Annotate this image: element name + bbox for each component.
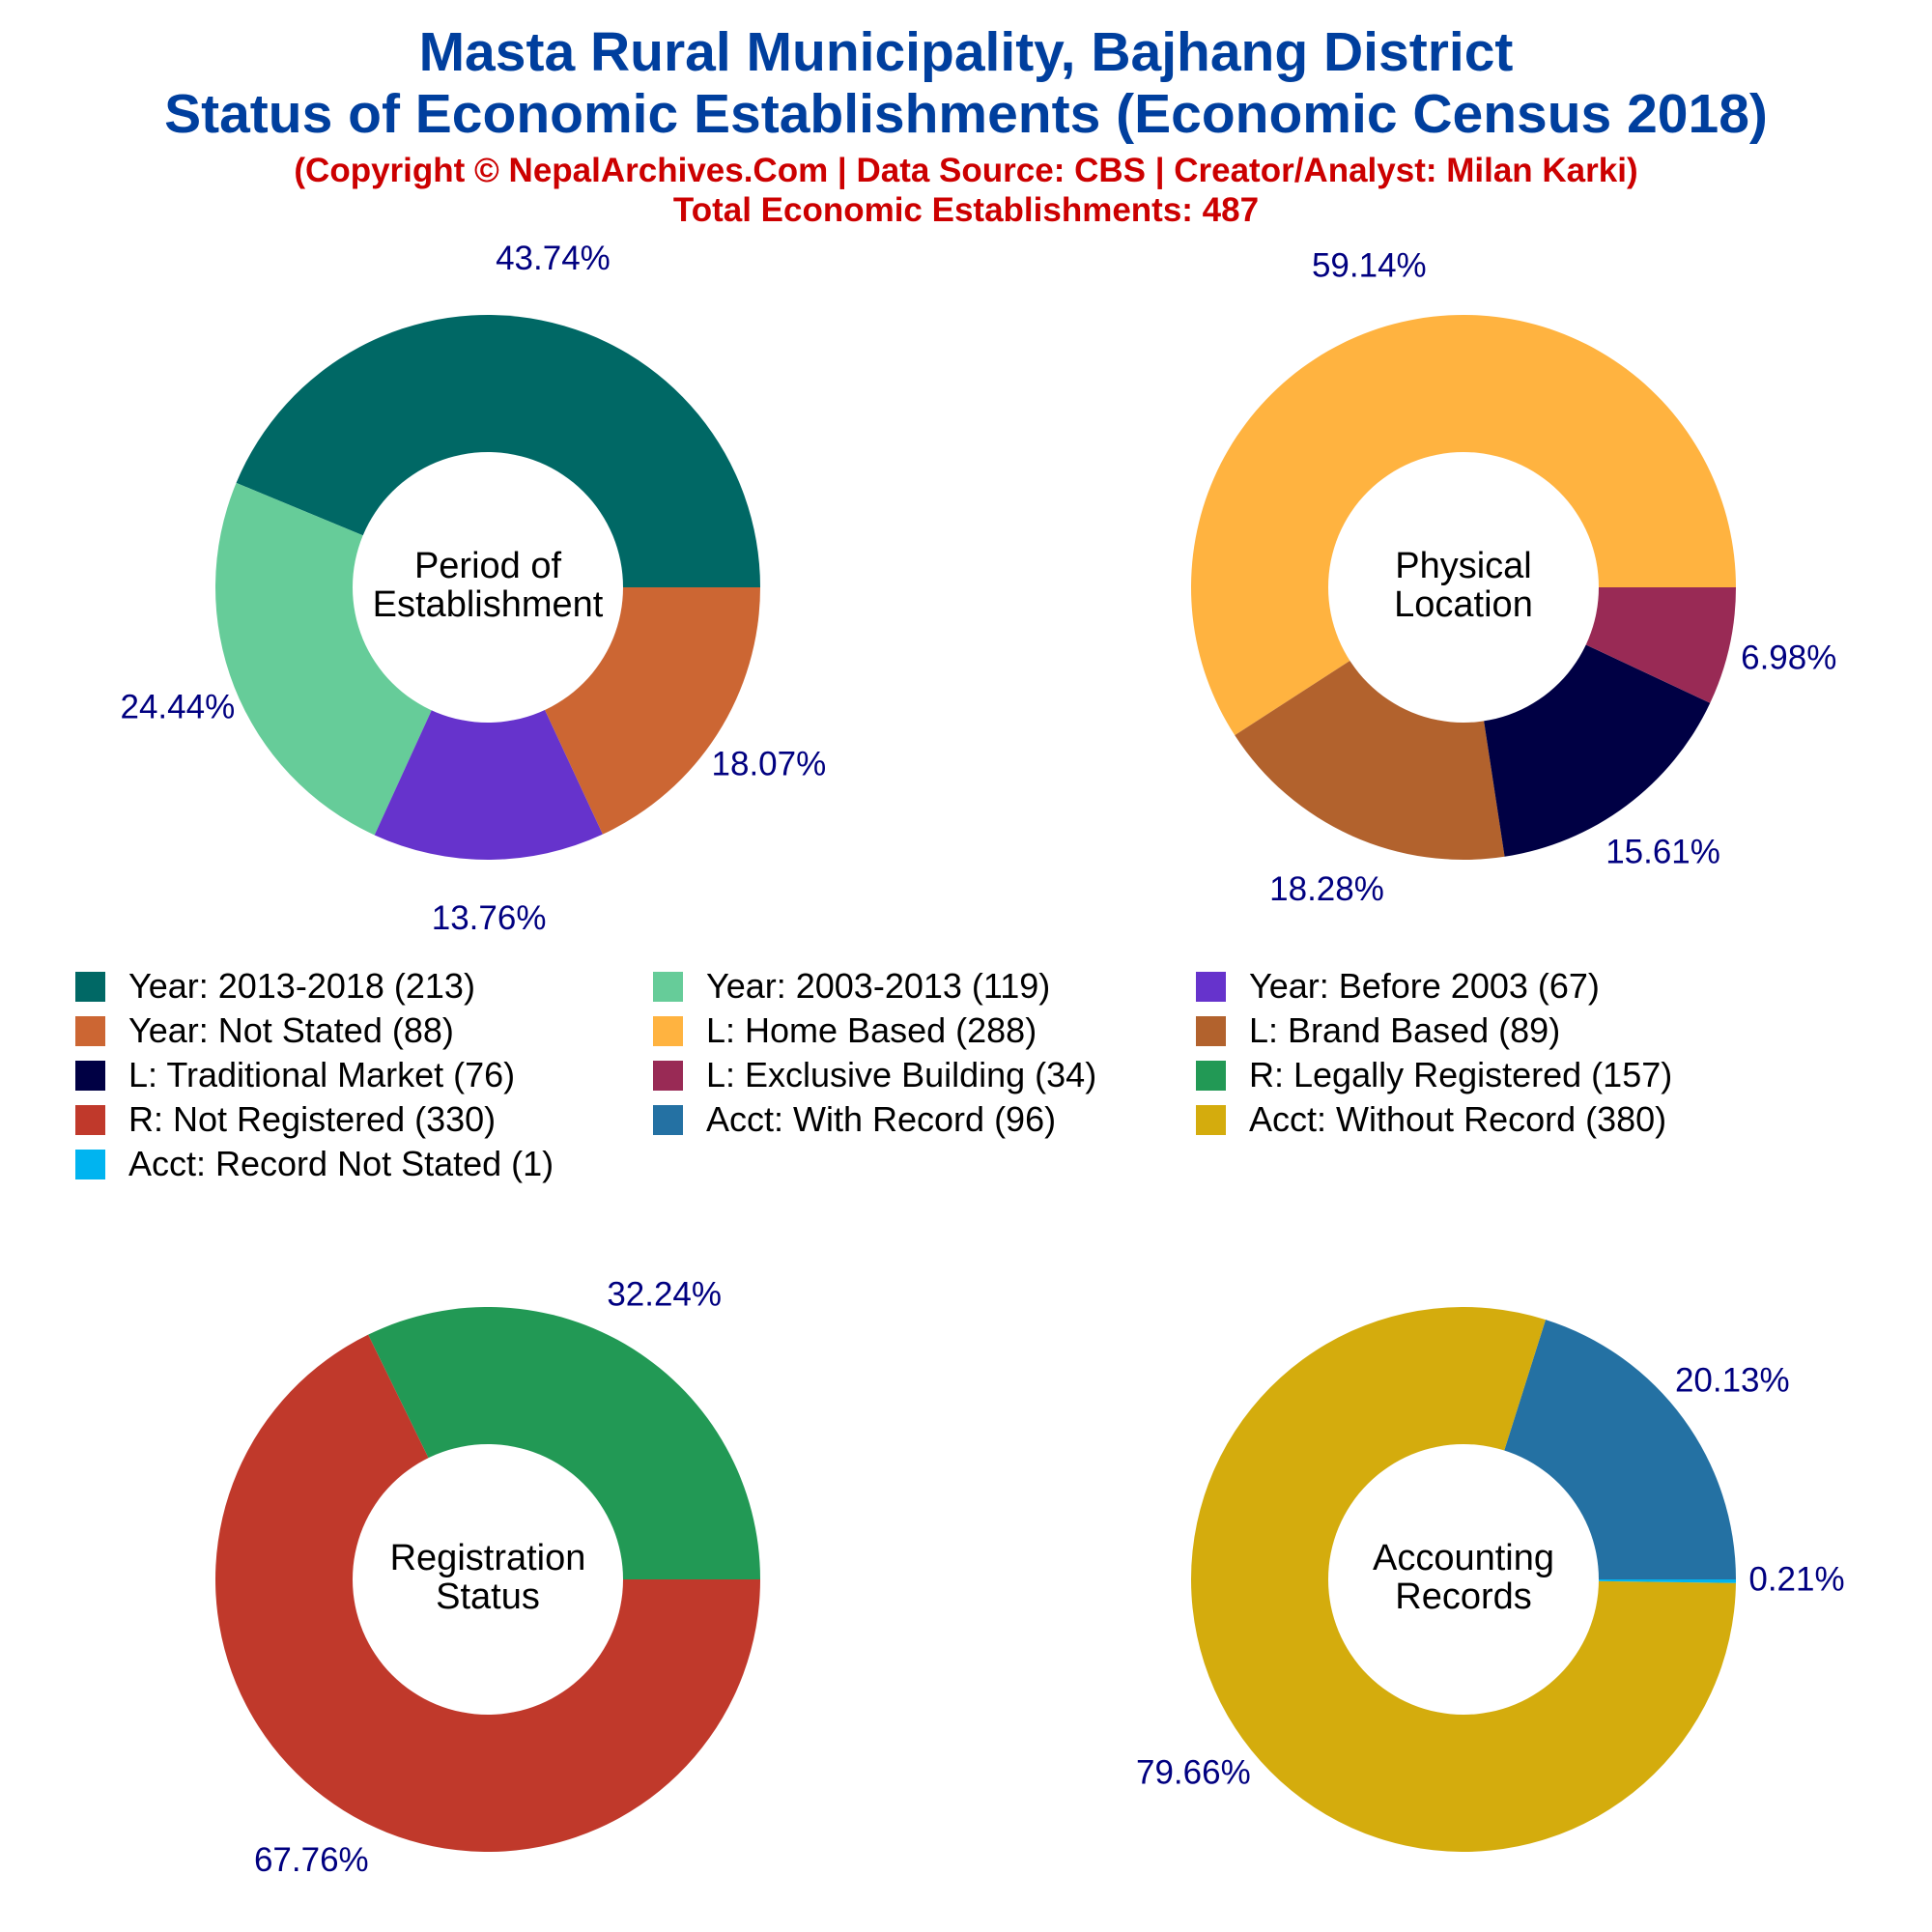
- legend-item: Acct: Record Not Stated (1): [75, 1142, 554, 1186]
- legend-swatch: [1196, 1104, 1226, 1135]
- legend-item: Year: 2013-2018 (213): [75, 964, 475, 1009]
- legend-label: L: Exclusive Building (34): [706, 1055, 1097, 1094]
- legend-label: R: Not Registered (330): [128, 1099, 497, 1139]
- legend-swatch: [653, 971, 683, 1002]
- slice-percent-label: 6.98%: [1741, 639, 1836, 676]
- legend-item: Year: Before 2003 (67): [1196, 964, 1600, 1009]
- legend-label: L: Brand Based (89): [1249, 1010, 1561, 1050]
- legend-item: L: Traditional Market (76): [75, 1053, 515, 1097]
- slice-percent-label: 0.21%: [1748, 1561, 1844, 1599]
- legend-item: L: Home Based (288): [653, 1009, 1037, 1053]
- donut-center-label: Registration: [390, 1538, 586, 1578]
- legend-item: L: Brand Based (89): [1196, 1009, 1560, 1053]
- legend-label: Year: Before 2003 (67): [1249, 966, 1600, 1006]
- donut-center-label: Establishment: [373, 584, 604, 625]
- donut-hole: [1328, 452, 1599, 723]
- chart-title-line1: Masta Rural Municipality, Bajhang Distri…: [418, 21, 1514, 83]
- chart-title-line2: Status of Economic Establishments (Econo…: [164, 83, 1768, 145]
- legend-label: L: Traditional Market (76): [128, 1055, 516, 1094]
- legend-label: L: Home Based (288): [706, 1010, 1037, 1050]
- legend-label: Acct: Record Not Stated (1): [128, 1144, 554, 1183]
- legend-swatch: [75, 1104, 105, 1135]
- donut-hole: [353, 1444, 623, 1715]
- legend-label: R: Legally Registered (157): [1249, 1055, 1673, 1094]
- legend-swatch: [75, 1015, 105, 1046]
- legend-swatch: [653, 1060, 683, 1091]
- legend-swatch: [653, 1015, 683, 1046]
- legend-item: Acct: Without Record (380): [1196, 1097, 1666, 1142]
- slice-percent-label: 20.13%: [1675, 1361, 1790, 1399]
- legend-item: Acct: With Record (96): [653, 1097, 1056, 1142]
- donut-center-label: Status: [436, 1577, 540, 1617]
- legend-item: L: Exclusive Building (34): [653, 1053, 1096, 1097]
- legend-label: Acct: Without Record (380): [1249, 1099, 1667, 1139]
- legend-label: Year: 2013-2018 (213): [128, 966, 475, 1006]
- donut-center-label: Records: [1395, 1577, 1532, 1617]
- legend-item: Year: Not Stated (88): [75, 1009, 454, 1053]
- legend-item: R: Legally Registered (157): [1196, 1053, 1672, 1097]
- legend-swatch: [653, 1104, 683, 1135]
- donut-chart: 43.74% 24.44% 13.76% 18.07% Period ofEstabli…: [121, 240, 827, 937]
- slice-percent-label: 13.76%: [432, 899, 547, 937]
- legend-item: Year: 2003-2013 (119): [653, 964, 1050, 1009]
- slice-percent-label: 15.61%: [1605, 834, 1720, 871]
- chart-header: Masta Rural Municipality, Bajhang Distri…: [0, 21, 1932, 230]
- legend-label: Year: Not Stated (88): [128, 1010, 454, 1050]
- legend-swatch: [75, 1149, 105, 1179]
- donut-hole: [353, 452, 623, 723]
- slice-percent-label: 18.07%: [712, 746, 827, 783]
- total-establishments: Total Economic Establishments: 487: [672, 191, 1260, 229]
- legend-swatch: [1196, 971, 1226, 1002]
- pie-slice: [236, 314, 760, 587]
- pie-slice: [374, 587, 603, 860]
- legend-swatch: [1196, 1015, 1226, 1046]
- slice-percent-label: 59.14%: [1312, 246, 1427, 284]
- donut-center-label: Period of: [414, 546, 562, 586]
- slice-percent-label: 18.28%: [1269, 870, 1384, 908]
- slice-percent-label: 43.74%: [496, 240, 611, 277]
- slice-percent-label: 79.66%: [1136, 1753, 1251, 1791]
- donut-hole: [1328, 1444, 1599, 1715]
- slice-percent-label: 67.76%: [254, 1841, 369, 1879]
- donut-center-label: Physical: [1395, 546, 1532, 586]
- slice-percent-label: 32.24%: [607, 1276, 722, 1314]
- legend-swatch: [75, 971, 105, 1002]
- legend-label: Year: 2003-2013 (119): [706, 966, 1051, 1006]
- slice-percent-label: 24.44%: [121, 688, 236, 725]
- donut-center-label: Accounting: [1373, 1538, 1554, 1578]
- donut-center-label: Location: [1394, 584, 1533, 625]
- legend-item: R: Not Registered (330): [75, 1097, 496, 1142]
- legend-swatch: [1196, 1060, 1226, 1091]
- copyright-text: (Copyright © NepalArchives.Com | Data So…: [294, 152, 1638, 189]
- legend-swatch: [75, 1060, 105, 1091]
- legend-label: Acct: With Record (96): [706, 1099, 1057, 1139]
